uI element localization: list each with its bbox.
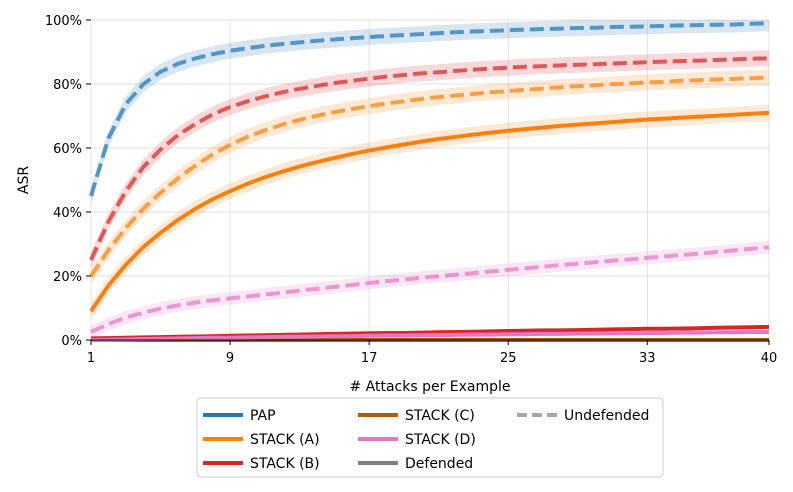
legend-label-defended: Defended bbox=[405, 456, 473, 472]
line-pap-undefended bbox=[89, 21, 770, 197]
y-tick-label: 40% bbox=[53, 206, 82, 221]
x-tick-labels: 1 9 17 25 33 40 bbox=[87, 340, 777, 366]
y-tick-label: 0% bbox=[61, 334, 82, 349]
legend-label-stack-b: STACK (B) bbox=[250, 456, 320, 472]
band-stack-b-undefended bbox=[91, 50, 769, 269]
x-axis-label: # Attacks per Example bbox=[349, 379, 510, 395]
legend-label-pap: PAP bbox=[250, 408, 276, 424]
line-stack-a-undefended bbox=[89, 75, 770, 278]
y-tick-label: 80% bbox=[53, 78, 82, 93]
confidence-bands bbox=[91, 20, 769, 340]
legend-label-stack-c: STACK (C) bbox=[405, 408, 475, 424]
legend-label-undefended: Undefended bbox=[564, 408, 649, 424]
x-tick-label: 25 bbox=[500, 351, 517, 366]
legend-label-stack-a: STACK (A) bbox=[250, 432, 320, 448]
x-tick-label: 1 bbox=[87, 351, 95, 366]
y-axis-label: ASR bbox=[16, 166, 32, 194]
line-stack-a-defended bbox=[89, 110, 770, 313]
legend-label-stack-d: STACK (D) bbox=[405, 432, 476, 448]
band-stack-d-undefended bbox=[91, 240, 769, 339]
line-stack-d-undefended bbox=[90, 245, 770, 334]
x-tick-label: 33 bbox=[639, 351, 656, 366]
y-tick-label: 100% bbox=[45, 14, 82, 29]
y-tick-label: 20% bbox=[53, 270, 82, 285]
band-stack-a-defended bbox=[91, 104, 769, 320]
x-tick-label: 17 bbox=[361, 351, 378, 366]
x-tick-label: 40 bbox=[761, 351, 778, 366]
x-tick-label: 9 bbox=[226, 351, 234, 366]
legend: PAP STACK (A) STACK (B) STACK (C) STACK (D) D… bbox=[196, 397, 664, 478]
y-tick-label: 60% bbox=[53, 142, 82, 157]
legend-frame bbox=[196, 397, 664, 478]
line-stack-b-undefended bbox=[89, 56, 770, 261]
line-stack-d-defended bbox=[90, 330, 769, 342]
y-tick-labels: 0% 20% 40% 60% 80% 100% bbox=[45, 14, 91, 349]
